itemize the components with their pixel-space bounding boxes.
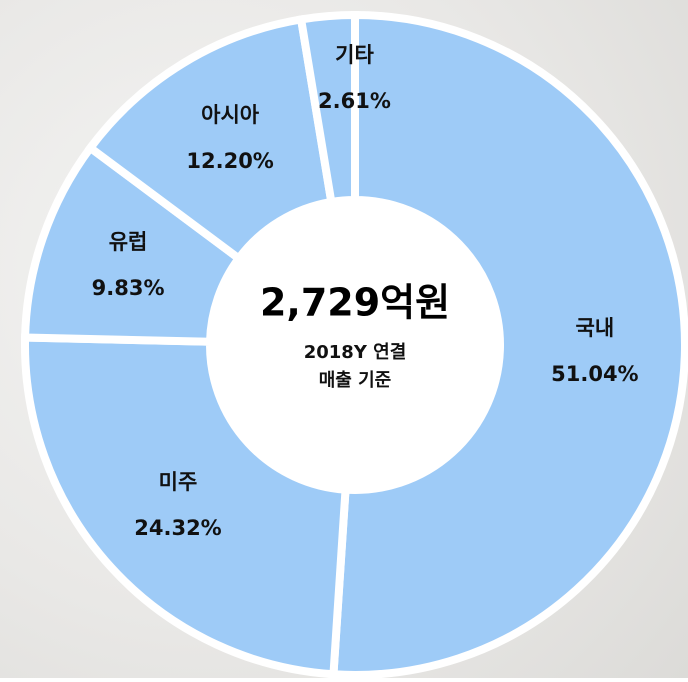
slice-name: 아시아 [201, 103, 260, 127]
donut-slice [329, 10, 688, 679]
slice-value-label: 9.83% [92, 276, 165, 300]
slice-name: 기타 [335, 43, 374, 67]
slice-value-label: 2.61% [318, 89, 391, 113]
slice-name: 유럽 [109, 230, 148, 254]
donut-slice [21, 333, 350, 679]
slice-value-label: 51.04% [551, 362, 638, 386]
donut-slice [84, 14, 336, 264]
donut-slice [20, 142, 245, 346]
slice-value-label: 12.20% [186, 149, 273, 173]
slice-value-label: 24.32% [134, 516, 221, 540]
slice-name: 국내 [576, 316, 615, 340]
center-title: 2,729억원 [260, 281, 450, 325]
center-subtitle: 매출 기준 [319, 370, 392, 391]
center-subtitle: 2018Y 연결 [304, 342, 407, 363]
donut-hole [212, 202, 498, 488]
slice-name: 미주 [159, 470, 198, 494]
donut-slice [296, 10, 359, 207]
